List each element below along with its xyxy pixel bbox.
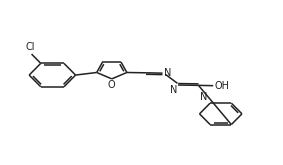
Text: OH: OH bbox=[214, 81, 229, 91]
Text: O: O bbox=[108, 80, 115, 90]
Text: Cl: Cl bbox=[25, 42, 35, 52]
Text: N: N bbox=[170, 85, 177, 95]
Text: N: N bbox=[164, 68, 171, 78]
Text: N: N bbox=[200, 92, 207, 102]
